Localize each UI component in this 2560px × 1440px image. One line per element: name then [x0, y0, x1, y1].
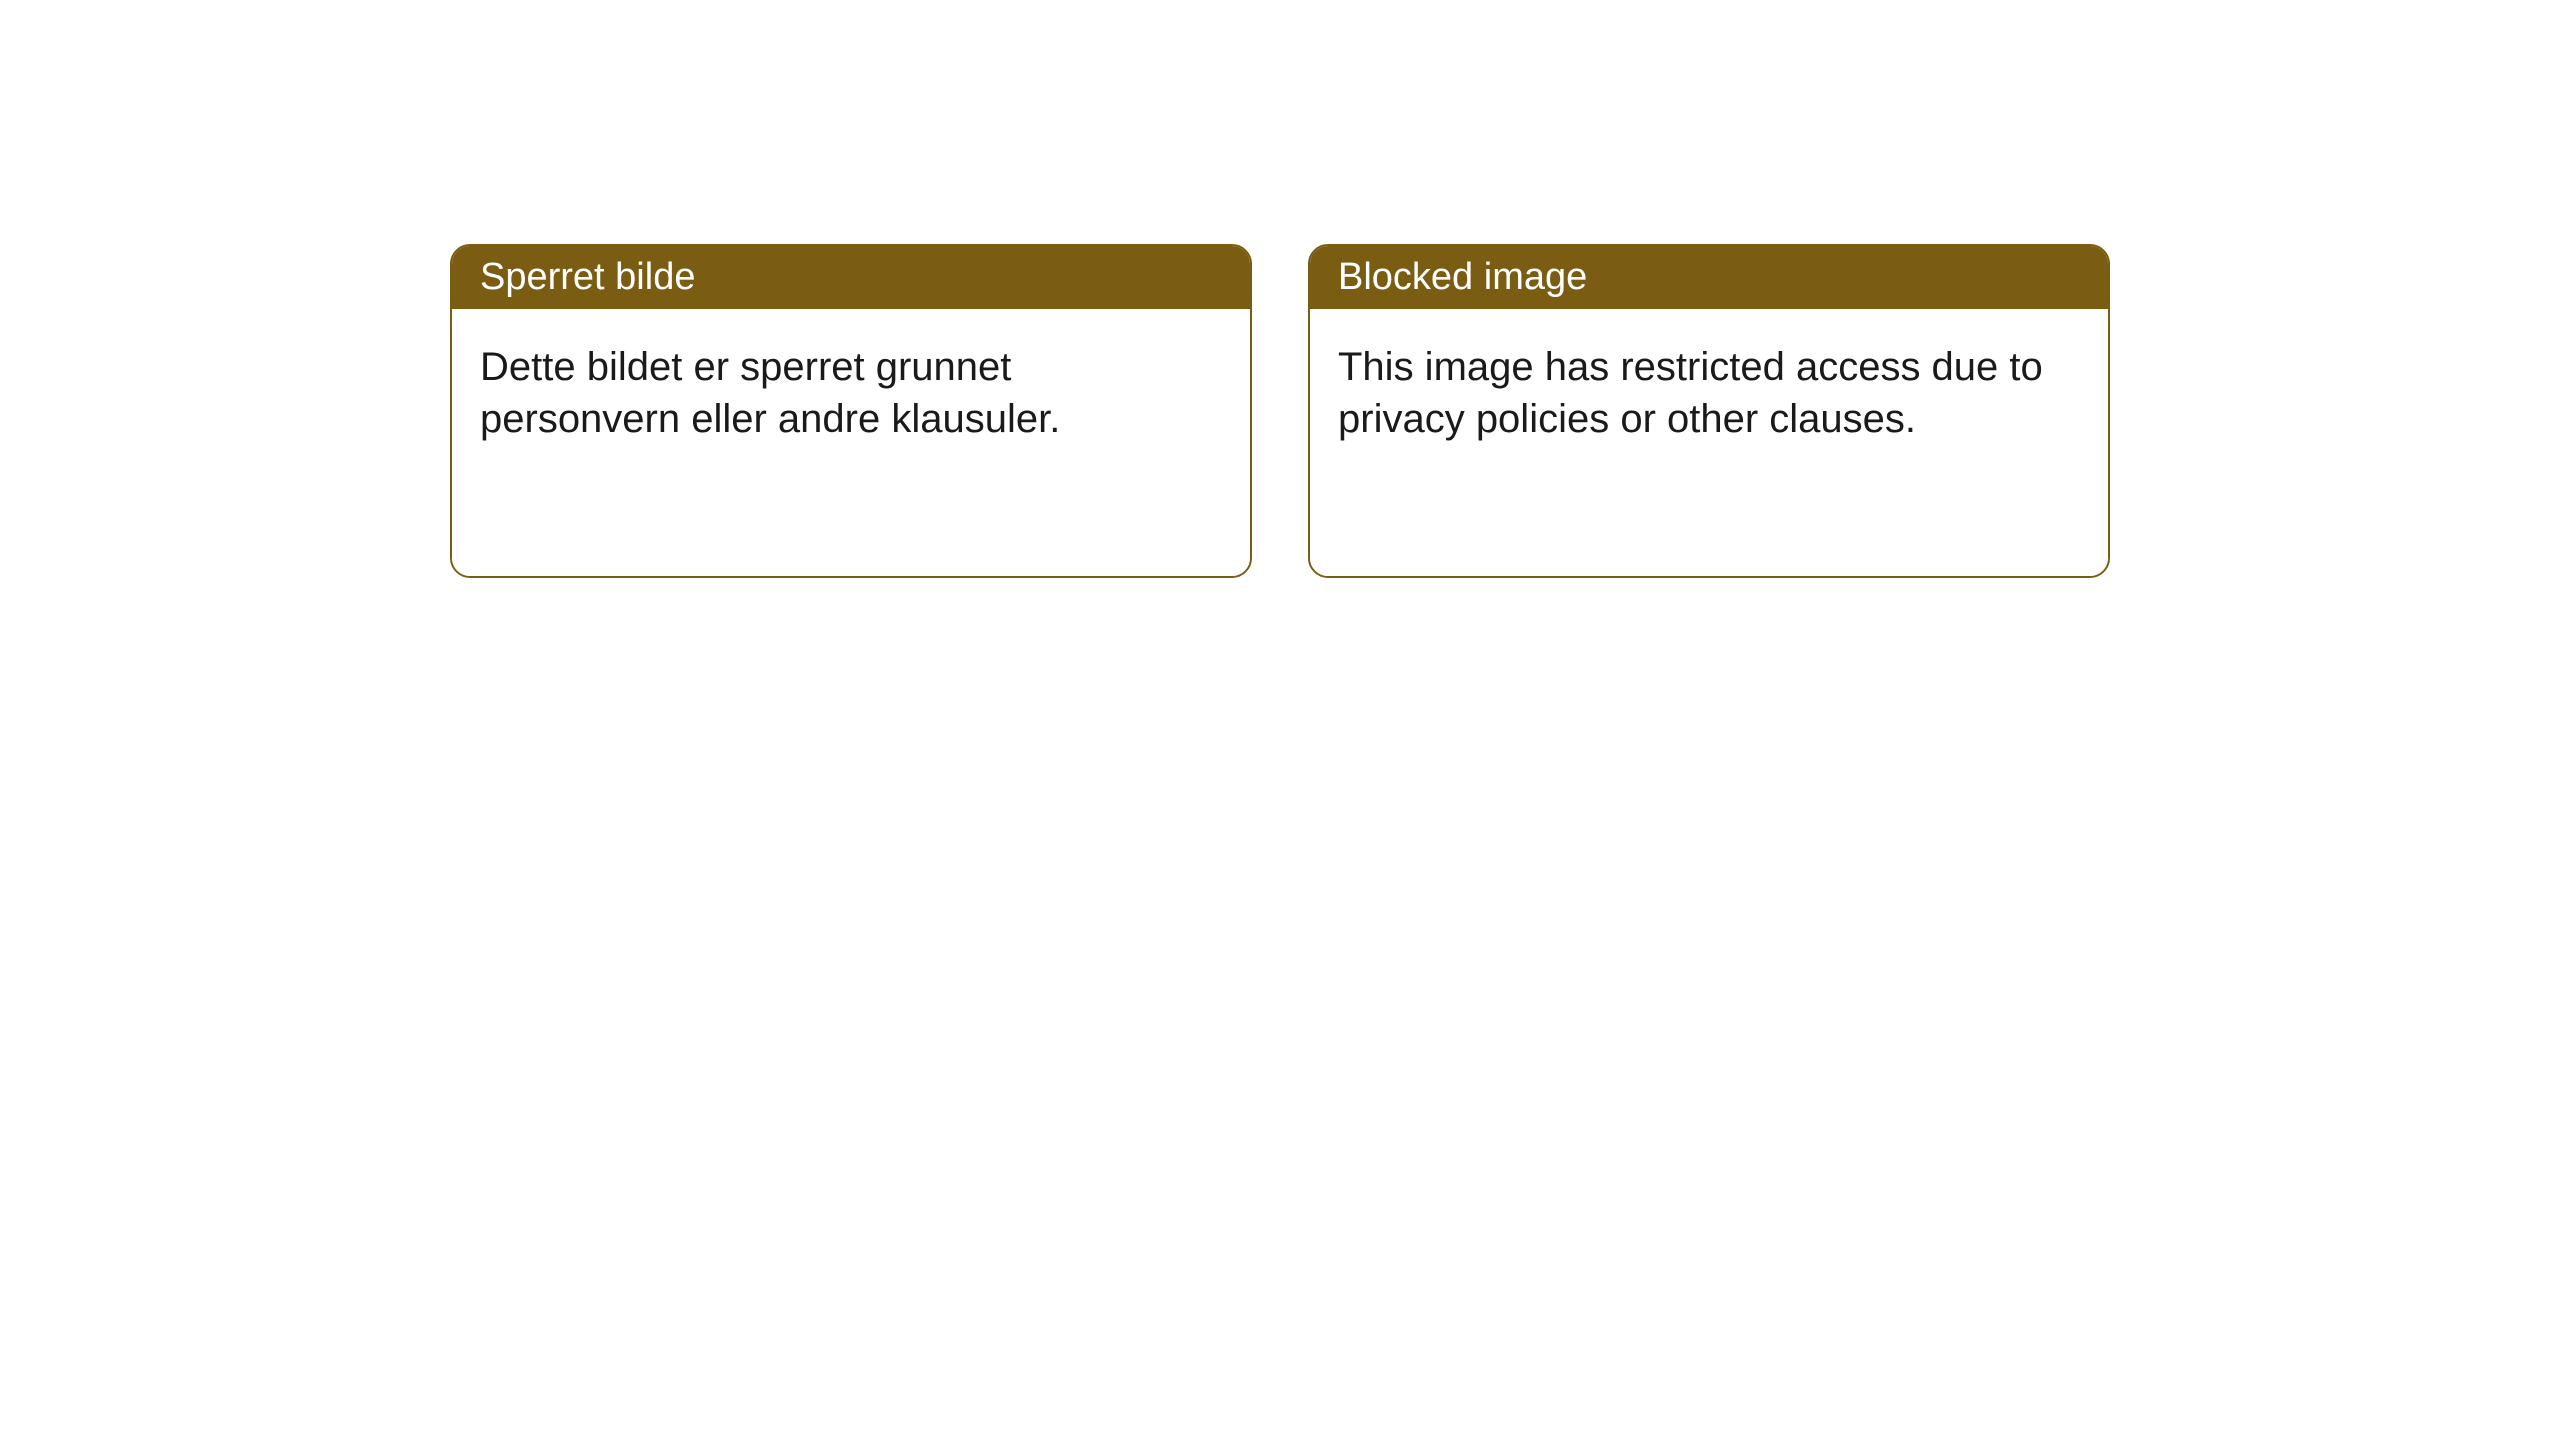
card-message: Dette bildet er sperret grunnet personve… [480, 341, 1222, 445]
notice-card-norwegian: Sperret bilde Dette bildet er sperret gr… [450, 244, 1252, 578]
notice-card-english: Blocked image This image has restricted … [1308, 244, 2110, 578]
card-title: Blocked image [1338, 256, 1587, 298]
card-body: This image has restricted access due to … [1310, 309, 2108, 576]
card-header: Blocked image [1310, 246, 2108, 309]
card-title: Sperret bilde [480, 256, 695, 298]
card-body: Dette bildet er sperret grunnet personve… [452, 309, 1250, 576]
card-message: This image has restricted access due to … [1338, 341, 2080, 445]
card-header: Sperret bilde [452, 246, 1250, 309]
notice-container: Sperret bilde Dette bildet er sperret gr… [0, 0, 2560, 578]
